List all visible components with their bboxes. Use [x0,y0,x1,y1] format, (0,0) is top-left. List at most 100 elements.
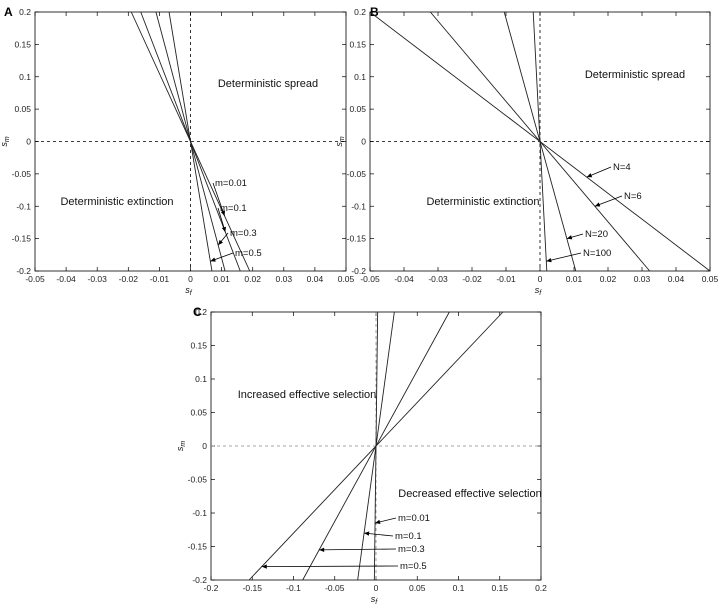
panel-a-ytick-label: 0.1 [19,72,31,82]
panel-b-ylabel: sm [334,136,346,147]
panel-b-annotation-arrowhead [546,257,552,263]
panel-c-annotation-arrow [261,565,399,567]
panel-c-ytick-label: -0.2 [192,575,207,585]
panel-c-xtick-label: 0.15 [491,583,508,593]
panel-c-series-label: m=0.01 [398,513,430,524]
panel-b-ytick-label: 0.2 [354,7,366,17]
panel-a-xtick-label: -0.02 [119,274,139,284]
panel-a-xtick-label: -0.03 [88,274,108,284]
panel-a-xtick-label: -0.01 [150,274,170,284]
panel-a-ylabel: sm [0,136,11,147]
panel-b-series-label: N=4 [613,162,631,173]
panel-a-xtick-label: 0.04 [307,274,324,284]
panel-a-series-label: m=0.3 [230,228,257,239]
panel-c-ytick-label: 0.2 [195,307,207,317]
panel-c-ytick-label: 0 [202,441,207,451]
panel-a-letter: A [4,5,13,19]
panel-c-annotation-arrowhead [375,519,381,525]
panel-a-series-label: m=0.01 [215,178,247,189]
panel-a-xtick-label: 0.05 [338,274,355,284]
panel-a-xtick-label: -0.04 [56,274,76,284]
panel-a-ytick-label: 0 [26,137,31,147]
panel-b-ytick-label: 0 [361,137,366,147]
panel-c-xtick-label: 0.2 [535,583,547,593]
panel-c-annotation-arrow [319,548,397,551]
panel-b-xtick-label: 0.03 [634,274,651,284]
panel-c-xtick-label: -0.05 [325,583,345,593]
panel-b-ytick-label: -0.15 [347,234,367,244]
panel-b-ytick-label: -0.05 [347,169,367,179]
panel-b-xtick-label: -0.04 [394,274,414,284]
panel-c-xtick-label: 0 [374,583,379,593]
panel-a-annotation-arrow [212,182,225,217]
panel-b-annotation-arrowhead [594,202,601,207]
panel-b-xlabel: sf [535,285,543,297]
panel-a-ytick-label: 0.15 [14,39,31,49]
panel-b-xtick-label: -0.01 [496,274,516,284]
panel-c-series-label: m=0.3 [398,544,425,555]
panel-c-ytick-label: 0.15 [190,341,207,351]
panel-a-series-label: m=0.5 [235,248,262,259]
panel-b-annotation-arrow [546,252,582,262]
panel-a-ytick-label: -0.2 [16,266,31,276]
panel-c-ytick-label: 0.05 [190,408,207,418]
panel-b-ytick-label: 0.05 [349,104,366,114]
panel-a-xlabel: sf [185,285,193,297]
panel-c-region-label: Decreased effective selection [398,488,542,500]
panel-c-series-line [248,311,504,581]
panel-b-region-label: Deterministic spread [585,69,685,81]
panel-b-xtick-label: 0.02 [600,274,617,284]
panel-a-annotation-arrowhead [220,210,225,216]
panel-c-ytick-label: -0.1 [192,508,207,518]
panel-b-series-line [532,11,548,272]
panel-c-annotation-arrowhead [261,564,267,569]
panel-a-xtick-label: 0.01 [213,274,230,284]
panel-a-annotation-arrowhead [210,257,216,262]
panel-b-xtick-label: 0 [538,274,543,284]
panel-b-xtick-label: -0.05 [360,274,380,284]
panel-c-annotation-arrowhead [364,531,370,536]
panel-c-xtick-label: 0.05 [409,583,426,593]
panel-b-xtick-label: -0.03 [428,274,448,284]
panel-c-xtick-label: 0.1 [453,583,465,593]
panel-a-annotation-arrowhead [218,239,224,246]
panel-c-ytick-label: -0.15 [188,542,208,552]
panel-a-xtick-label: 0 [188,274,193,284]
panel-b-series-label: N=100 [583,248,611,259]
panel-c-series-label: m=0.1 [395,531,422,542]
panel-b-xtick-label: -0.02 [462,274,482,284]
panel-c-series-label: m=0.5 [400,561,427,572]
panel-c-xlabel: sf [371,594,379,606]
panel-a-ytick-label: 0.2 [19,7,31,17]
panel-c-annotation-arrowhead [319,547,325,552]
panel-c-ytick-label: -0.05 [188,475,208,485]
panel-c-xtick-label: -0.2 [204,583,219,593]
panel-b-ytick-label: -0.1 [351,201,366,211]
panel-a-xtick-label: 0.02 [244,274,261,284]
panel-a-ytick-label: 0.05 [14,104,31,114]
panel-c-xtick-label: -0.1 [286,583,301,593]
panel-c-xtick-label: -0.15 [243,583,263,593]
panel-b-annotation-arrowhead [586,173,593,178]
panel-b-series-label: N=20 [585,229,608,240]
panel-c-ytick-label: 0.1 [195,374,207,384]
panel-b-ytick-label: 0.15 [349,39,366,49]
panel-a-ytick-label: -0.1 [16,201,31,211]
panel-a-ytick-label: -0.15 [12,234,32,244]
panel-b-xtick-label: 0.01 [566,274,583,284]
panel-a-ytick-label: -0.05 [12,169,32,179]
panel-a-annotation-arrowhead [221,226,226,233]
panel-b-region-label: Deterministic extinction [426,196,539,208]
panel-a-series-label: m=0.1 [220,203,247,214]
panel-c-letter: C [193,305,202,319]
panel-a-region-label: Deterministic extinction [60,196,173,208]
panel-c-ylabel: sm [175,441,187,452]
panel-b-annotation-arrowhead [566,235,573,240]
panel-b-xtick-label: 0.05 [702,274,719,284]
panel-b-ytick-label: 0.1 [354,72,366,82]
panel-b-xtick-label: 0.04 [668,274,685,284]
panel-b-series-label: N=6 [624,191,642,202]
panel-a-xtick-label: 0.03 [276,274,293,284]
panel-b-ytick-label: -0.2 [351,266,366,276]
